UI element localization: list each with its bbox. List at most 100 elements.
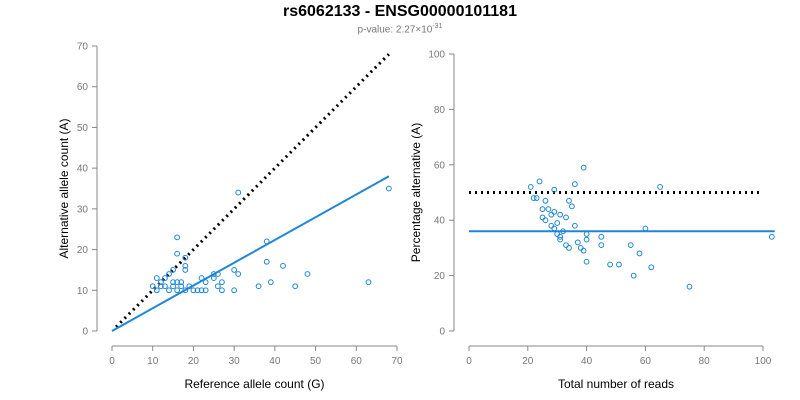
- left-data-point: [292, 283, 299, 290]
- left-data-point: [365, 279, 372, 286]
- right-data-point: [554, 220, 561, 226]
- right-data-point: [571, 181, 578, 188]
- left-data-point: [219, 287, 225, 294]
- left-data-point: [210, 271, 217, 277]
- left-data-point: [263, 258, 270, 265]
- left-y-tick-label: 70: [77, 42, 89, 53]
- right-data-point: [557, 211, 564, 218]
- right-data-point: [571, 222, 578, 229]
- left-data-point: [235, 271, 242, 277]
- right-data-point: [642, 225, 649, 232]
- right-data-point: [577, 245, 584, 251]
- right-data-point: [536, 178, 543, 185]
- right-data-point: [557, 236, 564, 243]
- right-data-point: [530, 195, 537, 201]
- left-data-point: [182, 262, 189, 269]
- right-data-point: [648, 264, 655, 271]
- left-data-point: [174, 279, 181, 286]
- left-data-point: [280, 262, 286, 269]
- left-data-point: [170, 279, 176, 286]
- left-data-point: [202, 287, 209, 294]
- right-y-tick-label: 100: [428, 50, 445, 61]
- left-y-tick-label: 0: [82, 327, 88, 338]
- left-y-tick-label: 10: [77, 286, 89, 297]
- left-data-point: [198, 275, 205, 281]
- right-x-tick-label: 60: [640, 356, 652, 367]
- left-data-point: [186, 283, 193, 290]
- right-data-point: [657, 184, 663, 190]
- left-data-point: [231, 267, 238, 273]
- right-data-point: [598, 233, 605, 240]
- right-y-axis-title: Percentage alternative (A): [409, 123, 423, 262]
- right-x-tick-label: 100: [755, 356, 772, 367]
- right-data-point: [551, 225, 558, 232]
- right-data-point: [580, 247, 587, 254]
- right-x-tick-label: 0: [466, 356, 472, 367]
- right-data-point: [560, 228, 566, 235]
- left-data-point: [194, 287, 201, 294]
- left-data-point: [214, 283, 221, 290]
- right-data-point: [574, 239, 581, 246]
- left-data-point: [202, 279, 209, 286]
- left-data-point: [304, 271, 311, 277]
- left-data-point: [190, 287, 197, 294]
- left-fit-line: [111, 175, 390, 332]
- right-data-point: [616, 261, 622, 268]
- left-data-point: [267, 279, 274, 286]
- left-data-point: [153, 287, 160, 294]
- right-data-point: [545, 206, 552, 213]
- right-x-tick-label: 80: [699, 356, 711, 367]
- left-y-axis-title: Alternative allele count (A): [57, 118, 71, 258]
- right-data-point: [583, 236, 590, 243]
- left-data-point: [255, 283, 262, 290]
- left-data-point: [174, 287, 181, 294]
- left-data-point: [162, 283, 168, 290]
- left-data-point: [231, 287, 238, 294]
- p-value-exponent: -31: [432, 23, 443, 30]
- right-data-point: [580, 164, 587, 171]
- right-data-point: [630, 272, 637, 279]
- right-y-tick-label: 80: [434, 105, 446, 116]
- left-x-axis-title: Reference allele count (G): [184, 377, 324, 391]
- left-x-tick-label: 10: [147, 356, 159, 367]
- right-y-tick-label: 0: [439, 327, 445, 338]
- left-x-tick-label: 40: [269, 356, 281, 367]
- left-x-tick-label: 60: [351, 356, 363, 367]
- right-data-point: [686, 283, 693, 290]
- left-x-tick-label: 20: [188, 356, 200, 367]
- left-data-point: [170, 267, 176, 273]
- p-value-text: p-value: 2.27×10: [357, 24, 433, 36]
- left-data-point: [166, 271, 172, 277]
- left-data-point: [178, 279, 185, 286]
- right-y-tick-label: 60: [434, 160, 446, 171]
- left-data-point: [182, 287, 189, 294]
- right-x-axis-title: Total number of reads: [558, 377, 674, 391]
- left-data-point: [166, 287, 172, 294]
- left-data-point: [210, 275, 217, 281]
- left-x-tick-label: 30: [229, 356, 241, 367]
- right-data-point: [542, 217, 549, 224]
- right-y-tick-label: 40: [434, 216, 446, 227]
- right-data-point: [566, 197, 572, 204]
- right-data-point: [566, 245, 572, 251]
- left-data-point: [170, 283, 176, 290]
- left-data-point: [157, 279, 164, 286]
- left-expected-line: [115, 53, 390, 328]
- right-data-point: [607, 261, 614, 268]
- left-y-tick-label: 20: [77, 245, 89, 256]
- right-data-point: [768, 233, 775, 240]
- right-data-point: [583, 231, 590, 237]
- left-data-point: [235, 189, 242, 196]
- right-x-tick-label: 40: [581, 356, 593, 367]
- left-x-tick-label: 50: [310, 356, 322, 367]
- left-data-point: [149, 283, 156, 290]
- left-data-point: [214, 271, 221, 277]
- right-data-point: [563, 242, 569, 249]
- chart-subtitle: p-value: 2.27×10-31: [0, 23, 800, 35]
- right-data-point: [548, 211, 555, 218]
- left-data-point: [198, 287, 205, 294]
- left-y-tick-label: 30: [77, 204, 89, 215]
- chart-title: rs6062133 - ENSG00000101181: [283, 3, 517, 20]
